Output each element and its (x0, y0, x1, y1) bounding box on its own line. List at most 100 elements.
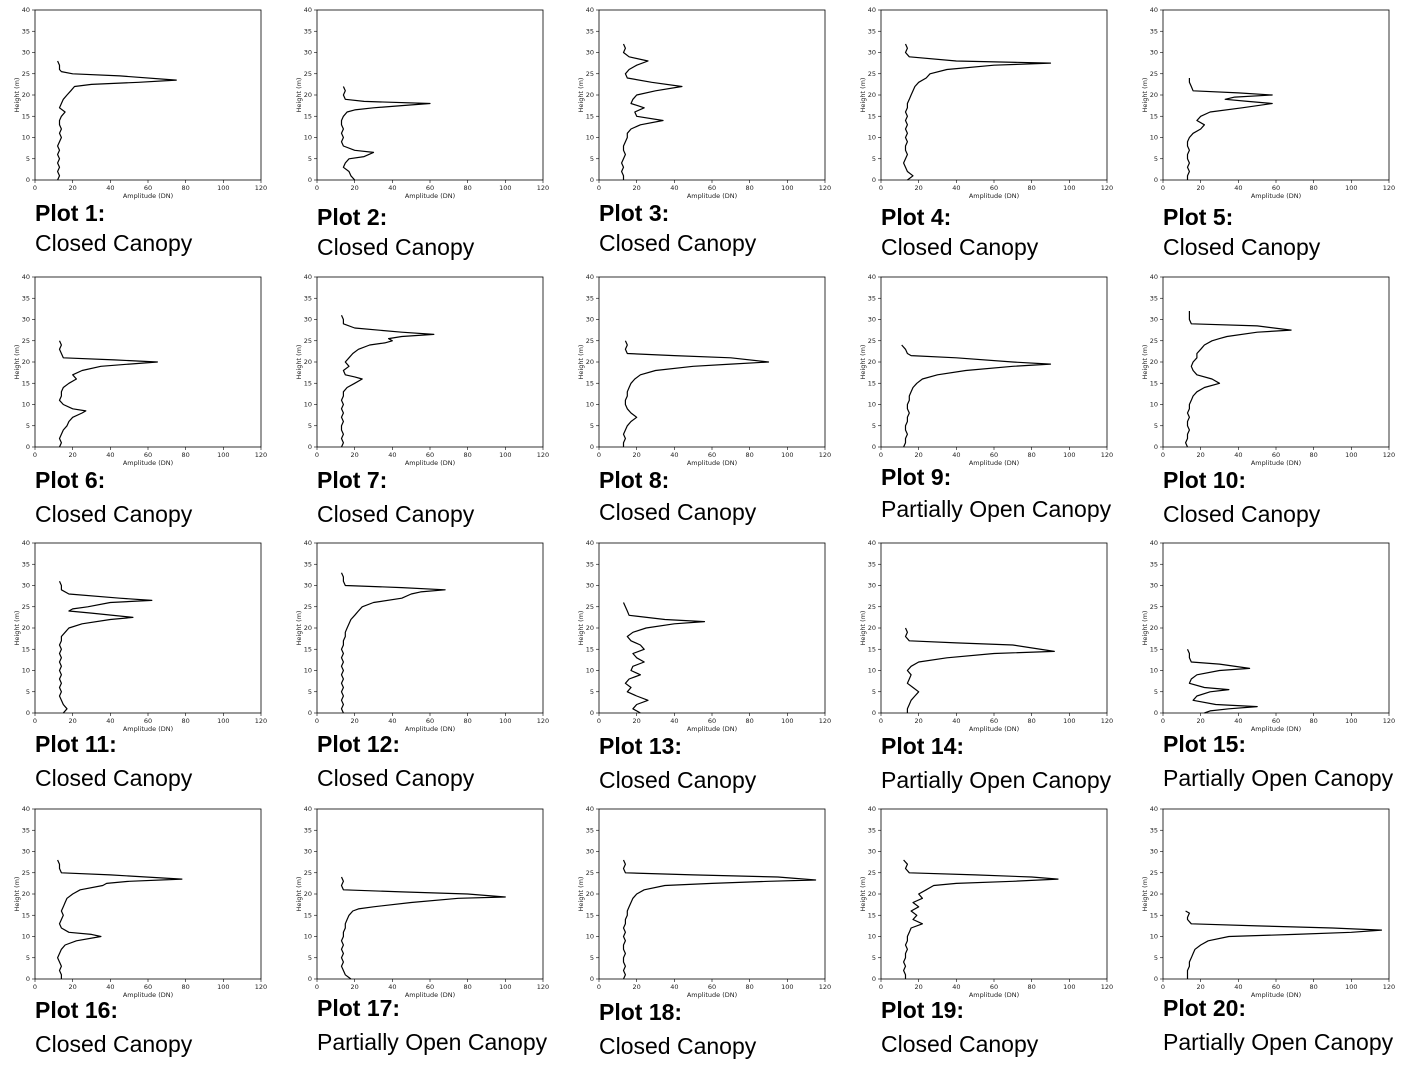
y-tick-label: 10 (304, 134, 312, 142)
y-tick-label: 40 (868, 805, 876, 813)
plot-canopy-type: Closed Canopy (35, 765, 193, 791)
y-tick-label: 35 (586, 27, 594, 35)
y-tick-label: 20 (304, 358, 312, 366)
y-tick-label: 0 (872, 975, 876, 983)
x-tick-label: 20 (633, 184, 641, 192)
x-tick-label: 120 (537, 983, 549, 991)
y-tick-label: 25 (586, 869, 594, 877)
y-tick-label: 40 (1150, 539, 1158, 547)
x-tick-label: 20 (633, 717, 641, 725)
y-tick-label: 15 (1150, 379, 1158, 387)
y-tick-label: 30 (586, 49, 594, 57)
x-tick-label: 20 (1197, 717, 1205, 725)
y-axis-label: Height (m) (295, 78, 303, 113)
x-tick-label: 0 (33, 184, 37, 192)
y-tick-label: 40 (304, 805, 312, 813)
x-tick-label: 100 (499, 717, 511, 725)
x-tick-label: 120 (1383, 451, 1395, 459)
y-tick-label: 10 (22, 401, 30, 409)
y-tick-label: 15 (586, 379, 594, 387)
y-tick-label: 25 (868, 603, 876, 611)
x-tick-label: 80 (1028, 983, 1036, 991)
y-tick-label: 40 (304, 539, 312, 547)
chart-17: 0 20 40 60 80 100 120 0 5 10 15 20 25 30 35 40 Amplitude… (295, 805, 549, 999)
x-tick-label: 120 (1101, 717, 1113, 725)
x-axis-label: Amplitude (DN) (123, 459, 173, 467)
y-tick-label: 40 (586, 805, 594, 813)
y-tick-label: 25 (868, 70, 876, 78)
y-tick-label: 15 (868, 379, 876, 387)
waveform-line (903, 43, 1052, 181)
x-tick-label: 100 (217, 184, 229, 192)
plot-panel-18: 0 20 40 60 80 100 120 0 5 10 15 20 25 30 35 40 Amplitude… (564, 799, 846, 1065)
y-tick-label: 5 (308, 954, 312, 962)
plot-canopy-type: Closed Canopy (599, 767, 757, 793)
chart-13: 0 20 40 60 80 100 120 0 5 10 15 20 25 30 35 40 Amplitude… (577, 539, 831, 733)
y-tick-label: 40 (586, 273, 594, 281)
x-tick-label: 80 (1028, 184, 1036, 192)
chart-7: 0 20 40 60 80 100 120 0 5 10 15 20 25 30 35 40 Amplitude… (295, 273, 549, 467)
chart-20: 0 20 40 60 80 100 120 0 5 10 15 20 25 30 35 40 Amplitude… (1141, 805, 1395, 999)
x-tick-label: 0 (33, 451, 37, 459)
x-tick-label: 0 (1161, 184, 1165, 192)
plot-panel-9: 0 20 40 60 80 100 120 0 5 10 15 20 25 30 35 40 Amplitude… (846, 267, 1128, 533)
x-tick-label: 60 (708, 717, 716, 725)
plot-title: Plot 17: (317, 995, 401, 1021)
x-tick-label: 40 (106, 451, 114, 459)
x-tick-label: 0 (597, 451, 601, 459)
x-tick-label: 60 (426, 983, 434, 991)
x-tick-label: 40 (106, 717, 114, 725)
y-tick-label: 20 (1150, 358, 1158, 366)
waveform-line (340, 86, 431, 181)
x-tick-label: 120 (537, 717, 549, 725)
x-tick-label: 60 (990, 983, 998, 991)
y-tick-label: 20 (586, 890, 594, 898)
y-tick-label: 10 (586, 933, 594, 941)
x-tick-label: 80 (746, 451, 754, 459)
y-tick-label: 5 (590, 954, 594, 962)
x-tick-label: 40 (388, 451, 396, 459)
y-axis-label: Height (m) (859, 611, 867, 646)
waveform-line (340, 315, 435, 448)
x-tick-label: 100 (499, 983, 511, 991)
x-tick-label: 100 (499, 184, 511, 192)
y-tick-label: 20 (22, 890, 30, 898)
y-tick-label: 10 (22, 933, 30, 941)
plot-title: Plot 13: (599, 733, 683, 759)
y-axis-label: Height (m) (295, 611, 303, 646)
y-tick-label: 5 (26, 688, 30, 696)
y-tick-label: 0 (590, 176, 594, 184)
y-tick-label: 35 (1150, 27, 1158, 35)
plot-panel-11: 0 20 40 60 80 100 120 0 5 10 15 20 25 30 35 40 Amplitude… (0, 533, 282, 799)
y-tick-label: 5 (590, 688, 594, 696)
waveform-line (58, 581, 153, 714)
y-tick-label: 0 (26, 443, 30, 451)
chart-11: 0 20 40 60 80 100 120 0 5 10 15 20 25 30 35 40 Amplitude… (13, 539, 267, 733)
y-axis-label: Height (m) (1141, 877, 1149, 912)
x-tick-label: 120 (819, 717, 831, 725)
x-tick-label: 80 (182, 717, 190, 725)
x-tick-label: 80 (746, 983, 754, 991)
chart-14: 0 20 40 60 80 100 120 0 5 10 15 20 25 30 35 40 Amplitude… (859, 539, 1113, 733)
y-tick-label: 5 (872, 155, 876, 163)
y-axis-label: Height (m) (13, 78, 21, 113)
y-tick-label: 30 (586, 582, 594, 590)
plot-title: Plot 18: (599, 999, 683, 1025)
y-axis-label: Height (m) (1141, 345, 1149, 380)
waveform-line (621, 43, 683, 180)
y-tick-label: 5 (1154, 422, 1158, 430)
y-tick-label: 40 (1150, 273, 1158, 281)
x-tick-label: 60 (1272, 717, 1280, 725)
x-axis-label: Amplitude (DN) (1251, 459, 1301, 467)
y-tick-label: 15 (304, 112, 312, 120)
plot-canopy-type: Closed Canopy (35, 230, 193, 256)
y-tick-label: 10 (304, 933, 312, 941)
y-tick-label: 15 (304, 911, 312, 919)
y-tick-label: 0 (308, 176, 312, 184)
y-tick-label: 5 (1154, 688, 1158, 696)
x-tick-label: 40 (388, 717, 396, 725)
plot-panel-19: 0 20 40 60 80 100 120 0 5 10 15 20 25 30 35 40 Amplitude… (846, 799, 1128, 1065)
waveform-line (340, 572, 446, 714)
y-tick-label: 25 (304, 603, 312, 611)
y-tick-label: 30 (304, 848, 312, 856)
